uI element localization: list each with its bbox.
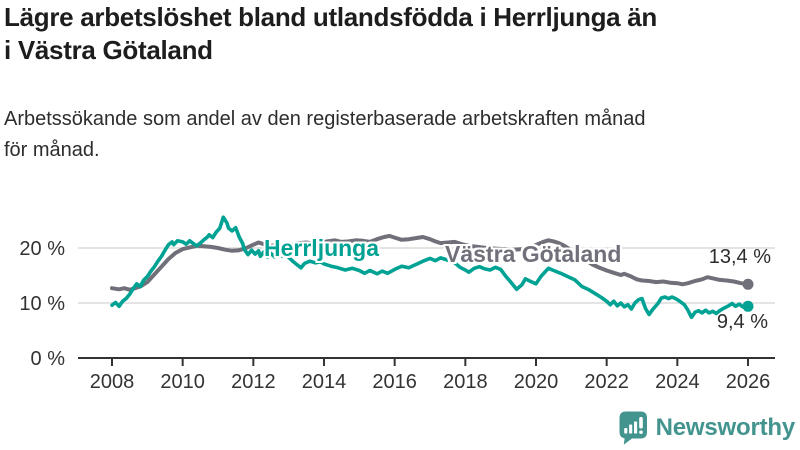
series-label-herrljunga: Herrljunga: [264, 235, 380, 261]
x-tick-label: 2022: [584, 371, 629, 393]
y-tick-label: 0 %: [31, 348, 66, 370]
subtitle-line-1: Arbetssökande som andel av den registerb…: [4, 108, 646, 130]
x-tick-label: 2016: [372, 371, 417, 393]
end-value-label-vastra-gotaland: 13,4 %: [708, 246, 771, 268]
subtitle-line-2: för månad.: [4, 139, 100, 161]
x-tick-label: 2008: [90, 371, 135, 393]
end-value-label-herrljunga: 9,4 %: [716, 311, 768, 333]
series-line-vastra-gotaland: [110, 233, 750, 292]
newsworthy-wordmark: Newsworthy: [655, 414, 796, 441]
series-label-vastra-gotaland: Västra Götaland: [445, 241, 622, 267]
y-tick-label: 10 %: [19, 293, 65, 315]
page-title: Lägre arbetslöshet bland utlandsfödda i …: [4, 1, 796, 67]
x-tick-label: 2024: [655, 371, 700, 393]
x-tick-label: 2014: [302, 371, 347, 393]
y-tick-label: 20 %: [19, 238, 65, 260]
x-tick-label: 2010: [160, 371, 205, 393]
x-tick-label: 2020: [514, 371, 559, 393]
series-end-dot-herrljunga: [742, 300, 754, 312]
series-line-herrljunga: [110, 215, 750, 320]
title-line-1: Lägre arbetslöshet bland utlandsfödda i …: [4, 2, 657, 32]
x-tick-label: 2026: [726, 371, 771, 393]
newsworthy-bar-chart-bubble-icon: [619, 411, 647, 445]
unemployment-line-chart: 0 % 10 % 20 % 2008 2010 2012 2014 2016 2018 2020 2…: [19, 215, 775, 393]
page-subtitle: Arbetssökande som andel av den registerb…: [4, 104, 796, 166]
series-end-dot-vastra-gotaland: [742, 278, 754, 290]
title-line-2: i Västra Götaland: [4, 35, 213, 65]
x-tick-label: 2018: [443, 371, 488, 393]
x-tick-label: 2012: [231, 371, 276, 393]
newsworthy-logo: Newsworthy: [619, 411, 795, 445]
